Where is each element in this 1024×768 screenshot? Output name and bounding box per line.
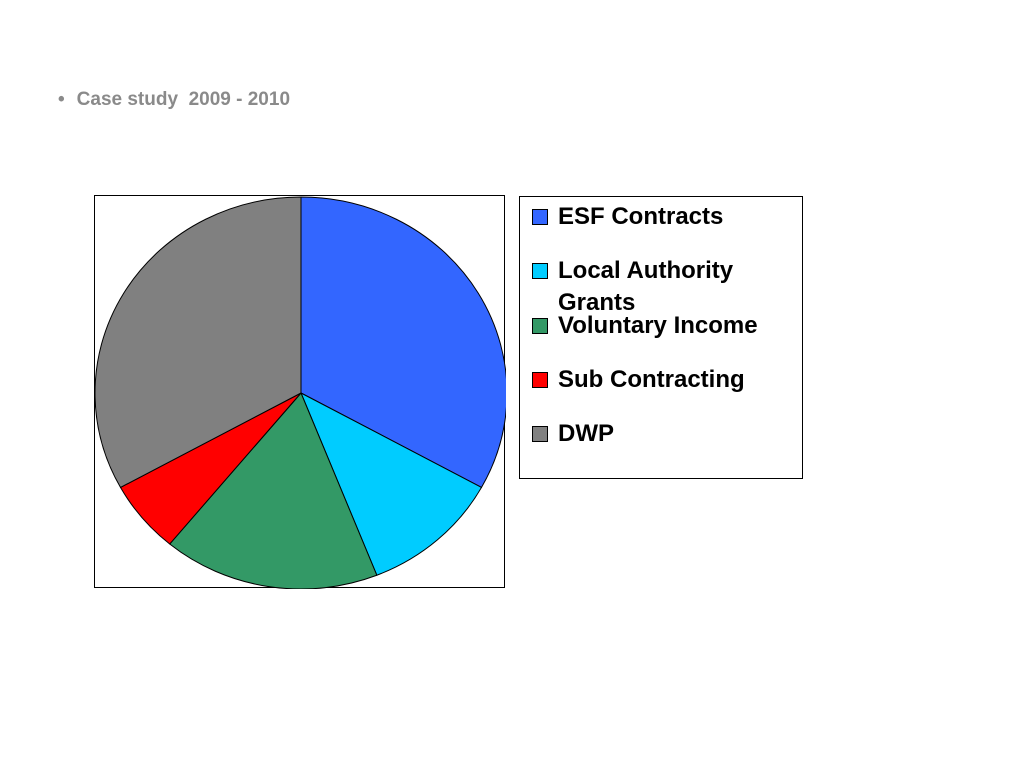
legend-label: Local Authority Grants: [558, 257, 734, 316]
pie-slice-dwp: [95, 196, 302, 488]
pie-plot-area: [94, 195, 506, 589]
legend-label: Voluntary Income: [558, 312, 758, 339]
pie-chart: [95, 196, 506, 589]
pie-slice-local-authority-grants: [300, 392, 483, 576]
pie-slice-esf-contracts: [300, 196, 506, 488]
legend-swatch: [532, 263, 548, 279]
legend-swatch: [532, 318, 548, 334]
bullet-text: Case study 2009 - 2010: [76, 89, 291, 110]
bullet-marker: •: [58, 89, 65, 110]
slide-bullet: • Case study 2009 - 2010: [58, 89, 290, 111]
chart-legend: ESF Contracts Local Authority Grants Volun…: [519, 196, 803, 479]
legend-swatch: [532, 372, 548, 388]
legend-swatch: [532, 209, 548, 225]
legend-label: DWP: [558, 420, 614, 447]
pie-slice-voluntary-income: [169, 392, 378, 589]
legend-label: Sub Contracting: [558, 366, 745, 393]
legend-label: ESF Contracts: [558, 203, 724, 230]
legend-swatch: [532, 426, 548, 442]
